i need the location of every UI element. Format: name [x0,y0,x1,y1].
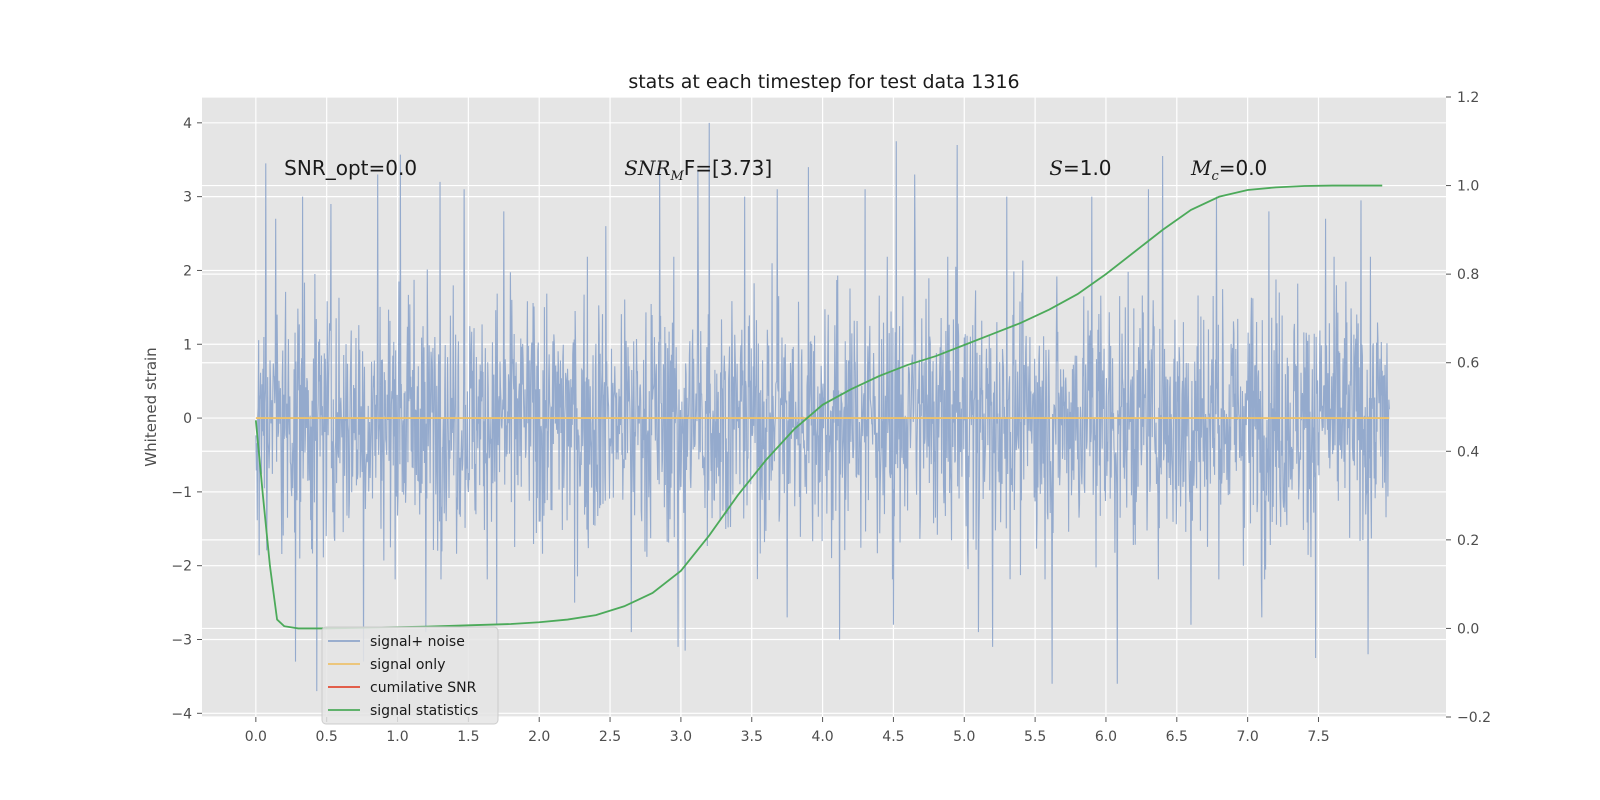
y2-tick-label: 1.2 [1457,90,1479,106]
annotation-1: SNRMF=[3.73] [624,156,772,184]
y-tick-label: −2 [171,559,192,575]
y-tick-label: 3 [183,190,192,206]
annotation-subscript: c [1211,169,1219,184]
y-tick-label: −1 [171,485,192,501]
y2-tick-label: 0.8 [1457,267,1479,283]
x-tick-label: 7.5 [1307,729,1329,745]
y-tick-label: −3 [171,633,192,649]
legend-label: cumilative SNR [370,680,477,696]
x-tick-label: 3.5 [741,729,763,745]
y-axis-label: Whitened strain [142,347,160,466]
x-tick-label: 2.5 [599,729,621,745]
x-tick-label: 3.0 [670,729,692,745]
x-axis: 0.0 0.5 1.0 1.5 2.0 2.5 3.0 3.5 4.0 4.5 5.0 5.5 6.0 6… [245,717,1330,745]
legend-label: signal only [370,657,445,673]
annotation-symbol: M [1190,156,1212,180]
y2-tick-label: 0.4 [1457,444,1479,460]
y-tick-label: −4 [171,706,192,722]
x-tick-label: 6.5 [1166,729,1188,745]
legend-box [321,626,499,725]
x-tick-label: 1.0 [386,729,408,745]
legend-label: signal statistics [370,703,478,719]
annotation-value: =1.0 [1063,156,1112,180]
legend-label: signal+ noise [370,634,465,650]
chart-title: stats at each timestep for test data 131… [628,71,1019,93]
y2-tick-label: 0.0 [1457,621,1479,637]
y2-tick-label: 0.2 [1457,533,1479,549]
x-tick-label: 0.0 [245,729,267,745]
x-tick-label: 6.0 [1095,729,1117,745]
annotation-subscript: M [669,169,684,184]
annotation-value: F=[3.73] [684,156,772,180]
annotation-value: =0.0 [1219,156,1268,180]
series-line-signal-noise [255,122,1390,692]
x-tick-label: 2.0 [528,729,550,745]
y-axis-right: 1.2 1.0 0.8 0.6 0.4 0.2 0.0 −0.2 [1446,90,1491,726]
y2-tick-label: 0.6 [1457,356,1479,372]
y2-tick-label: −0.2 [1457,710,1491,726]
annotation-symbol: S [1049,156,1063,180]
x-tick-label: 5.5 [1024,729,1046,745]
y-tick-label: 4 [183,116,192,132]
annotation-0: SNR_opt=0.0 [284,156,417,180]
x-tick-label: 1.5 [457,729,479,745]
x-tick-label: 5.0 [953,729,975,745]
y-tick-label: 1 [183,337,192,353]
annotations: SNR_opt=0.0 SNRMF=[3.73] S=1.0 Mc=0.0 [284,156,1267,184]
annotation-2: S=1.0 [1049,156,1111,180]
x-tick-label: 4.0 [811,729,833,745]
x-tick-label: 4.5 [882,729,904,745]
x-tick-label: 7.0 [1237,729,1259,745]
y-tick-label: 2 [183,263,192,279]
y-axis-left: 4 3 2 1 0 −1 −2 −3 −4 [171,116,202,722]
y2-tick-label: 1.0 [1457,179,1479,195]
legend: signal+ noise signal only cumilative SNR si… [321,626,499,725]
annotation-3: Mc=0.0 [1190,156,1267,184]
x-tick-label: 0.5 [316,729,338,745]
annotation-symbol: SNR [624,156,670,180]
y-tick-label: 0 [183,411,192,427]
